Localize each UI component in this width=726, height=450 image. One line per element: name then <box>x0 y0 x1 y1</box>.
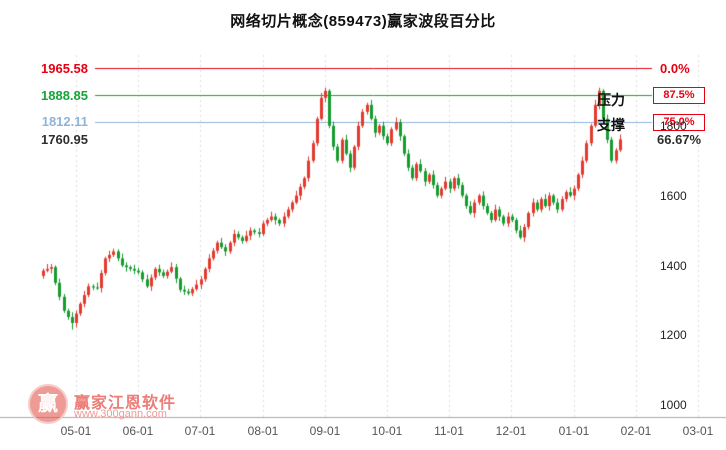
level-percent-87-5-box: 87.5% <box>653 87 705 104</box>
watermark-brand: 赢家江恩软件 <box>74 395 177 412</box>
x-tick-07-01: 07-01 <box>184 424 216 438</box>
level-percent-0: 0.0% <box>660 61 690 76</box>
level-price-87-5: 1888.85 <box>41 88 88 103</box>
level-percent-66-67: 66.67% <box>657 132 702 147</box>
x-tick-06-01: 06-01 <box>122 424 154 438</box>
x-tick-03-01: 03-01 <box>682 424 714 438</box>
x-tick-10-01: 10-01 <box>371 424 403 438</box>
y-tick-1000: 1000 <box>660 398 687 412</box>
x-tick-08-01: 08-01 <box>247 424 279 438</box>
level-price-0: 1965.58 <box>41 61 88 76</box>
y-tick-1400: 1400 <box>660 259 687 273</box>
level-price-66-67: 1760.95 <box>41 132 88 147</box>
x-tick-12-01: 12-01 <box>495 424 527 438</box>
level-percent-75-box: 75.0% <box>653 114 705 131</box>
x-tick-01-01: 01-01 <box>558 424 590 438</box>
pressure-label: 压力 <box>597 92 625 108</box>
y-tick-1200: 1200 <box>660 328 687 342</box>
x-tick-11-01: 11-01 <box>434 424 464 438</box>
x-tick-05-01: 05-01 <box>60 424 92 438</box>
level-price-75: 1812.11 <box>41 114 88 129</box>
watermark-url: www.300gann.com <box>74 408 167 420</box>
x-tick-09-01: 09-01 <box>309 424 341 438</box>
x-tick-02-01: 02-01 <box>620 424 652 438</box>
y-tick-1600: 1600 <box>660 189 687 203</box>
support-label: 支撑 <box>597 117 625 133</box>
brand-logo-icon: 赢 <box>28 384 68 424</box>
page-title: 网络切片概念(859473)赢家波段百分比 <box>230 13 496 30</box>
y-tick-1800: 1800 <box>660 119 687 133</box>
